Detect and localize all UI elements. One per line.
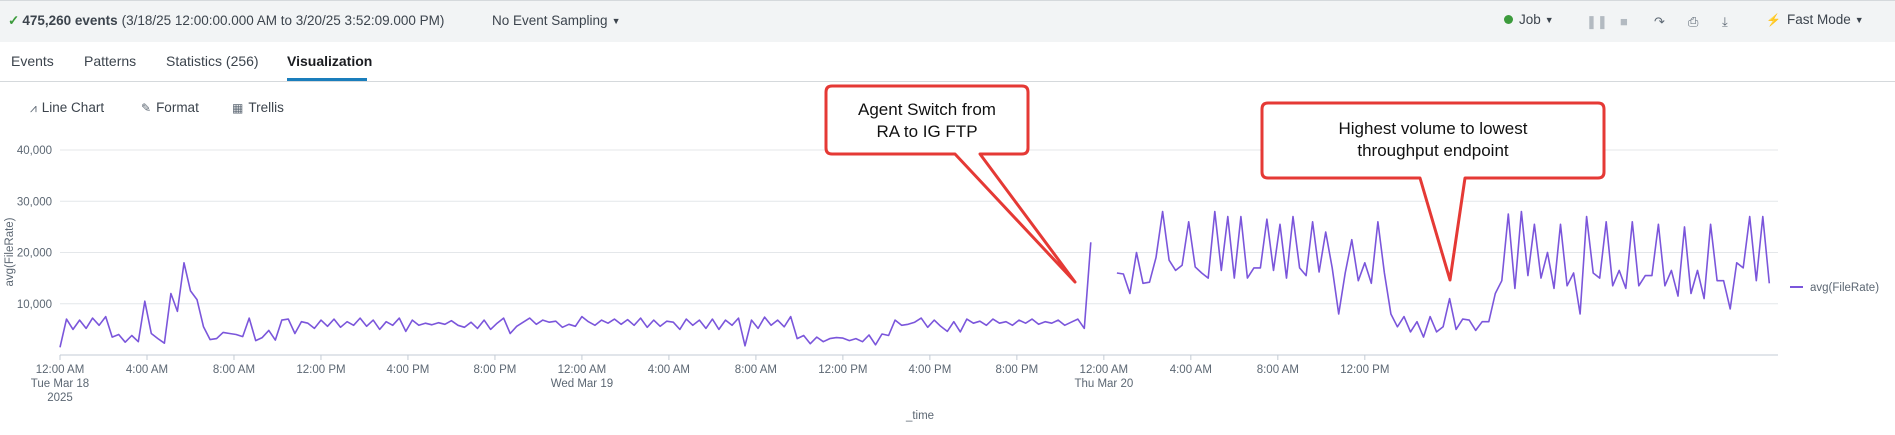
format-button[interactable]: ✎ Format xyxy=(141,100,199,115)
x-tick-label: 4:00 AM xyxy=(1170,364,1212,376)
x-tick-label: 8:00 AM xyxy=(735,364,777,376)
x-tick-sublabel: Tue Mar 18 xyxy=(31,378,89,390)
x-tick-sublabel: 2025 xyxy=(47,392,73,404)
y-tick-label: 20,000 xyxy=(17,248,52,260)
export-icon[interactable]: ⤓ xyxy=(1722,14,1728,29)
pencil-icon: ✎ xyxy=(141,101,152,115)
job-status-icon xyxy=(1504,15,1513,24)
series-line-avg-filerate[interactable] xyxy=(1116,210,1771,338)
trellis-button[interactable]: ▦ Trellis xyxy=(232,100,284,115)
results-tabs: Events Patterns Statistics (256) Visuali… xyxy=(0,42,1895,82)
search-mode-menu[interactable]: ⚡ Fast Mode ▼ xyxy=(1766,12,1864,27)
x-tick-label: 8:00 AM xyxy=(213,364,255,376)
line-chart-icon: ⩘ xyxy=(30,101,37,115)
x-tick-label: 8:00 AM xyxy=(1257,364,1299,376)
caret-down-icon: ▼ xyxy=(611,16,621,26)
event-count: 475,260 events xyxy=(22,13,118,28)
x-tick-sublabel: Wed Mar 19 xyxy=(551,378,613,390)
tab-events[interactable]: Events xyxy=(11,53,54,69)
legend-entry[interactable]: avg(FileRate) xyxy=(1810,282,1879,294)
trellis-label: Trellis xyxy=(248,100,284,115)
y-axis-label: avg(FileRate) xyxy=(4,217,16,286)
x-tick-label: 12:00 AM xyxy=(558,364,607,376)
event-summary: ✓ 475,260 events (3/18/25 12:00:00.000 AM … xyxy=(8,13,444,29)
event-sampling-label: No Event Sampling xyxy=(492,13,608,28)
pause-icon[interactable]: ❚❚ xyxy=(1586,14,1608,29)
job-menu[interactable]: Job ▼ xyxy=(1504,12,1554,27)
callout-highest-volume: Highest volume to lowest throughput endp… xyxy=(1260,101,1606,282)
y-tick-label: 10,000 xyxy=(17,299,52,311)
tab-statistics[interactable]: Statistics (256) xyxy=(166,53,259,69)
event-sampling-dropdown[interactable]: No Event Sampling ▼ xyxy=(492,13,620,28)
callout-line-1: Highest volume to lowest xyxy=(1339,119,1528,138)
series-lines xyxy=(59,210,1771,348)
x-tick-label: 4:00 AM xyxy=(648,364,690,376)
search-mode-label: Fast Mode xyxy=(1786,12,1851,27)
x-tick-label: 12:00 PM xyxy=(818,364,867,376)
x-tick-label: 4:00 AM xyxy=(126,364,168,376)
time-range: (3/18/25 12:00:00.000 AM to 3/20/25 3:52… xyxy=(121,13,445,28)
x-axis-ticks: 12:00 AM Tue Mar 18 2025 4:00 AM 8:00 AM 12:0… xyxy=(31,355,1389,404)
print-icon[interactable]: ⎙ xyxy=(1688,14,1699,29)
callout-line-2: RA to IG FTP xyxy=(876,122,977,141)
callout-bubble xyxy=(1260,101,1606,282)
active-tab-indicator xyxy=(287,78,367,81)
caret-down-icon: ▼ xyxy=(1544,15,1554,25)
callout-line-2: throughput endpoint xyxy=(1357,141,1509,160)
x-tick-label: 8:00 PM xyxy=(995,364,1038,376)
format-label: Format xyxy=(156,100,199,115)
x-tick-label: 12:00 AM xyxy=(36,364,85,376)
callout-agent-switch: Agent Switch from RA to IG FTP xyxy=(824,84,1077,284)
tab-patterns[interactable]: Patterns xyxy=(84,53,137,69)
check-icon: ✓ xyxy=(8,13,20,28)
x-tick-label: 12:00 PM xyxy=(296,364,345,376)
y-tick-label: 30,000 xyxy=(17,196,52,208)
series-line-avg-filerate[interactable] xyxy=(59,242,1092,348)
x-axis-label: _time xyxy=(905,410,934,422)
x-tick-sublabel: Thu Mar 20 xyxy=(1074,378,1133,390)
callout-bubble xyxy=(824,84,1077,284)
y-axis-ticks: 10,000 20,000 30,000 40,000 xyxy=(17,145,52,311)
x-tick-label: 8:00 PM xyxy=(474,364,517,376)
search-status-bar: ✓ 475,260 events (3/18/25 12:00:00.000 AM … xyxy=(0,0,1895,42)
x-tick-label: 4:00 PM xyxy=(908,364,951,376)
line-chart-button[interactable]: ⩘ Line Chart xyxy=(30,100,104,116)
tab-visualization[interactable]: Visualization xyxy=(287,53,373,69)
x-tick-label: 12:00 PM xyxy=(1340,364,1389,376)
trellis-grid-icon: ▦ xyxy=(232,101,244,115)
caret-down-icon: ▼ xyxy=(1854,15,1864,25)
x-tick-label: 4:00 PM xyxy=(387,364,430,376)
stop-icon[interactable]: ■ xyxy=(1620,14,1628,29)
x-tick-label: 12:00 AM xyxy=(1080,364,1129,376)
y-tick-label: 40,000 xyxy=(17,145,52,157)
line-chart-label: Line Chart xyxy=(41,100,105,115)
callout-line-1: Agent Switch from xyxy=(858,100,996,119)
share-icon[interactable]: ↷ xyxy=(1654,14,1665,29)
job-label: Job xyxy=(1519,12,1541,27)
lightning-icon: ⚡ xyxy=(1766,13,1781,27)
